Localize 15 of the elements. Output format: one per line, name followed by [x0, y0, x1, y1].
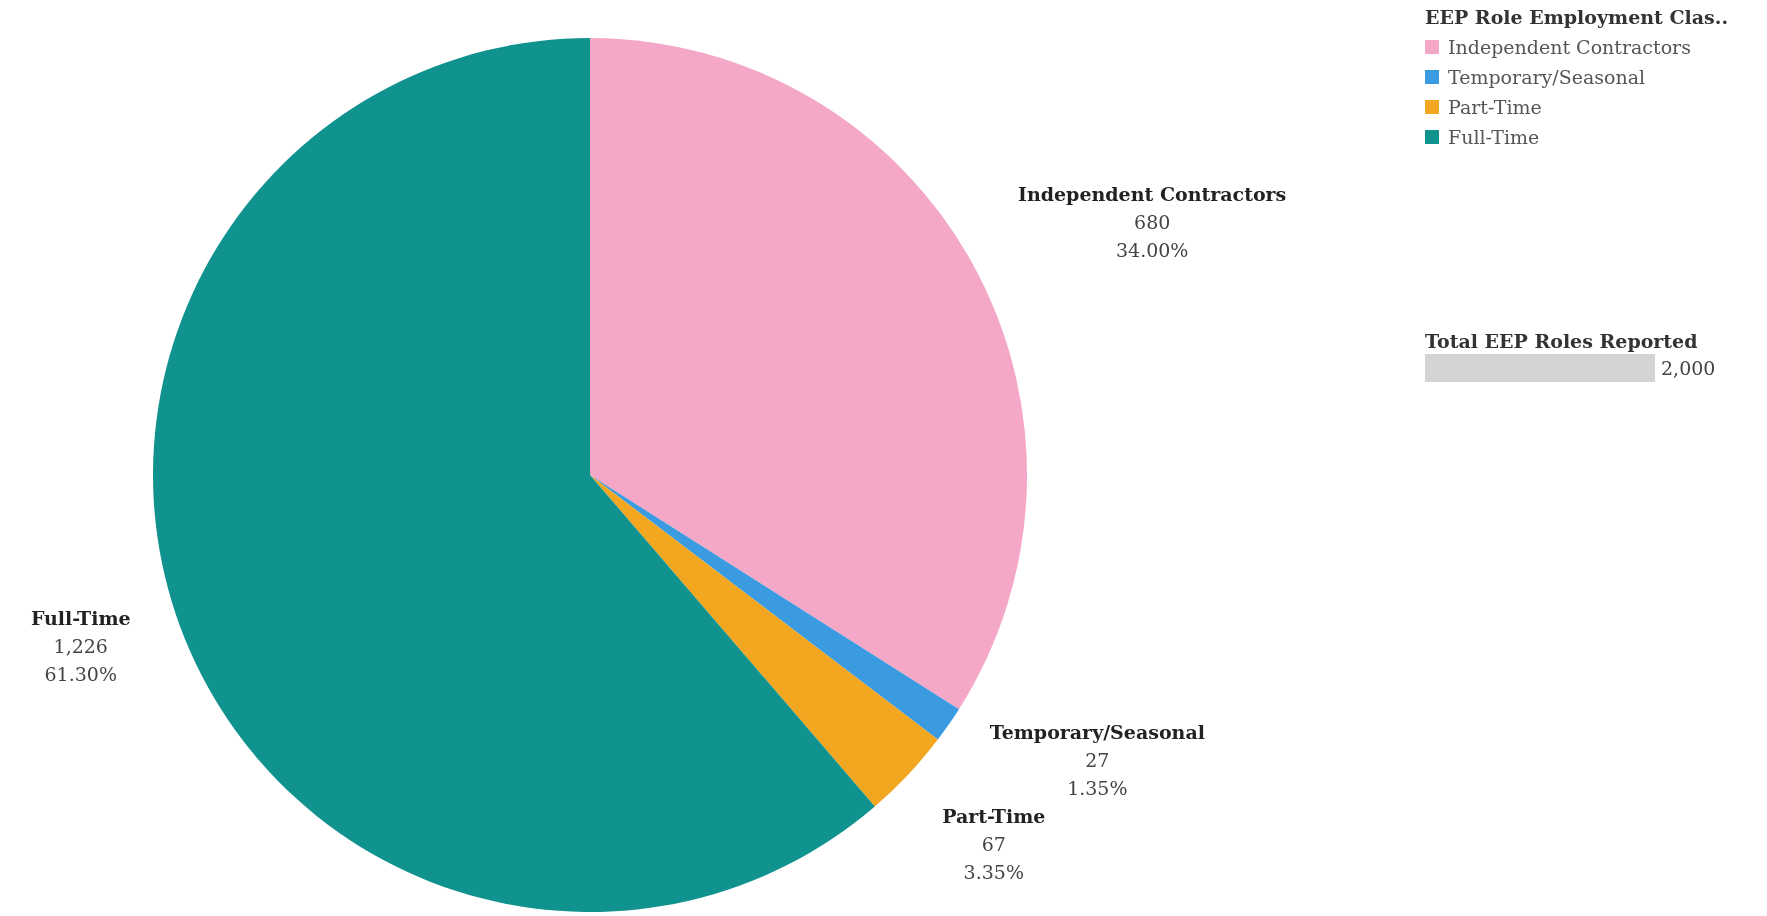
data-label: 67 3.35%: [963, 833, 1024, 884]
legend-label: Independent Contractors: [1447, 35, 1692, 60]
slice-label: Temporary/Seasonal: [989, 721, 1205, 744]
legend-title: EEP Role Employment Clas..: [1425, 6, 1729, 28]
data-label: 27 1.35%: [1067, 749, 1128, 800]
data-label: 1,226 61.30%: [44, 635, 117, 686]
legend-label: Temporary/Seasonal: [1447, 65, 1647, 90]
text: 2,000: [1661, 357, 1716, 379]
slice-label: Full-Time: [30, 607, 131, 630]
slice-label: Independent Contractors: [1018, 183, 1287, 206]
legend-label: Full-Time: [1447, 125, 1541, 150]
legend-label: Part-Time: [1447, 95, 1543, 120]
data-label: 680 34.00%: [1115, 211, 1189, 262]
text: Total EEP Roles Reported: [1425, 330, 1699, 352]
slice-label: Part-Time: [942, 805, 1046, 828]
